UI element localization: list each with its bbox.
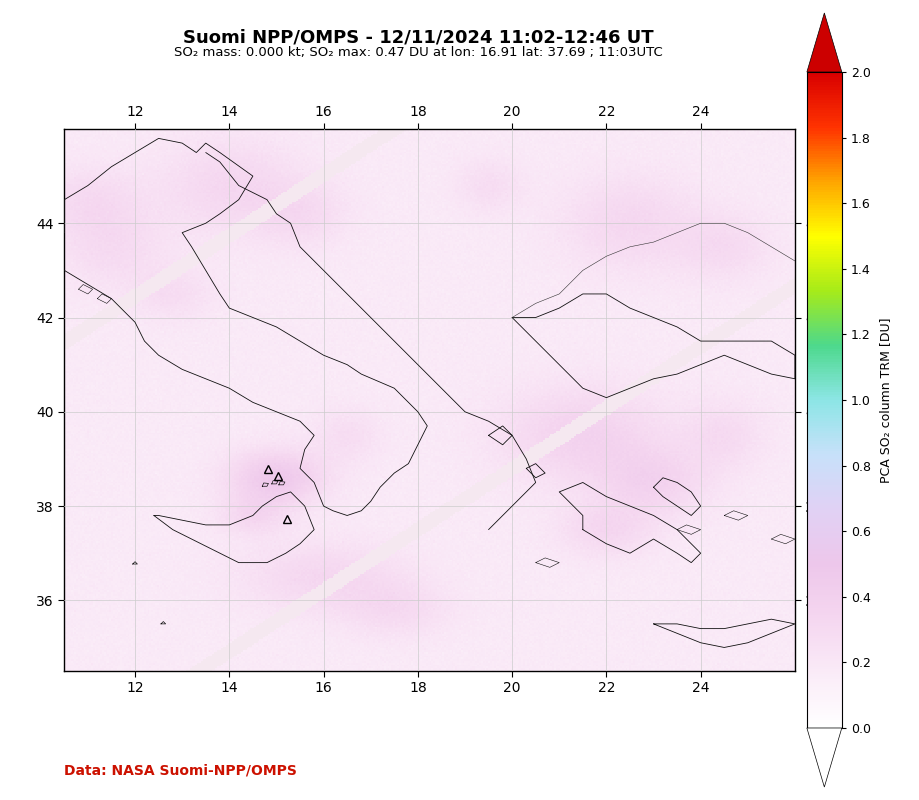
Polygon shape	[807, 13, 842, 72]
Text: SO₂ mass: 0.000 kt; SO₂ max: 0.47 DU at lon: 16.91 lat: 37.69 ; 11:03UTC: SO₂ mass: 0.000 kt; SO₂ max: 0.47 DU at …	[174, 46, 663, 58]
Text: Data: NASA Suomi-NPP/OMPS: Data: NASA Suomi-NPP/OMPS	[64, 763, 297, 778]
Text: Suomi NPP/OMPS - 12/11/2024 11:02-12:46 UT: Suomi NPP/OMPS - 12/11/2024 11:02-12:46 …	[183, 28, 653, 46]
Y-axis label: PCA SO₂ column TRM [DU]: PCA SO₂ column TRM [DU]	[879, 318, 892, 482]
Polygon shape	[807, 728, 842, 787]
